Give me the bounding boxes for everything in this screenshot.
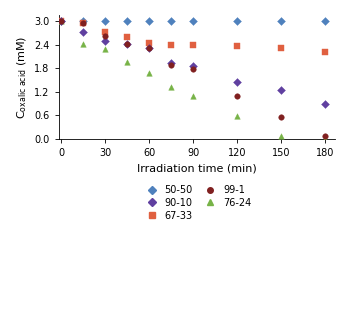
Point (80, 20, 86, 25)
Point (322, 18, 328, 23)
Point (80, 20, 86, 25)
Point (80, 29, 86, 34)
Point (322, 101, 328, 106)
Point (59, 18, 64, 23)
Point (125, 41, 130, 46)
Point (125, 35, 130, 40)
Point (59, 18, 64, 23)
Legend: 50-50, 90-10, 67-33, 99-1, 76-24: 50-50, 90-10, 67-33, 99-1, 76-24 (138, 181, 255, 225)
Point (146, 46, 152, 51)
Point (234, 93, 240, 98)
Point (234, 44, 240, 49)
Point (234, 114, 240, 119)
Point (190, 93, 196, 98)
Point (103, 29, 108, 34)
X-axis label: Irradiation time (min): Irradiation time (min) (137, 163, 257, 173)
Point (278, 115, 284, 120)
Point (125, 41, 130, 46)
Point (59, 18, 64, 23)
Point (234, 18, 240, 23)
Point (234, 80, 240, 85)
Point (190, 66, 196, 71)
Point (59, 18, 64, 23)
Point (103, 33, 108, 38)
Point (190, 64, 196, 69)
Point (322, 133, 328, 138)
Point (125, 18, 130, 23)
Point (190, 43, 196, 48)
Point (168, 85, 174, 90)
Point (59, 18, 64, 23)
Point (80, 41, 86, 46)
Point (278, 133, 284, 138)
Point (168, 62, 174, 67)
Point (125, 60, 130, 65)
Point (103, 47, 108, 52)
Point (322, 137, 328, 142)
Point (146, 45, 152, 50)
Point (146, 40, 152, 45)
Point (278, 87, 284, 92)
Point (146, 18, 152, 23)
Point (168, 18, 174, 23)
Point (278, 46, 284, 51)
Point (322, 49, 328, 54)
Point (168, 42, 174, 47)
Point (168, 61, 174, 66)
Point (80, 18, 86, 23)
Point (190, 18, 196, 23)
Point (103, 39, 108, 44)
Point (146, 71, 152, 76)
Point (103, 18, 108, 23)
Point (278, 18, 284, 23)
Y-axis label: C$_\mathrm{oxalic\ acid}$ (mM): C$_\mathrm{oxalic\ acid}$ (mM) (15, 35, 29, 119)
